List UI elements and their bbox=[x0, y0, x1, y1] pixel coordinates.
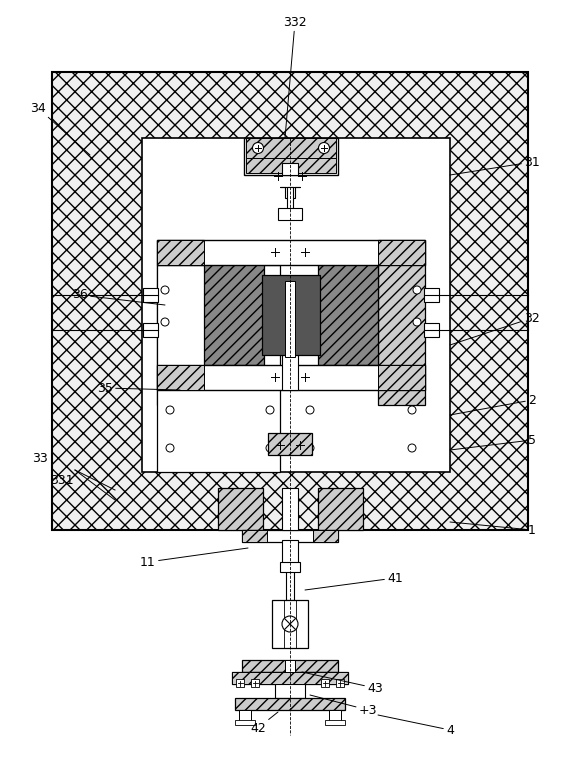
Bar bbox=[157, 265, 280, 472]
Bar bbox=[157, 240, 204, 265]
Text: 43: 43 bbox=[302, 672, 383, 695]
Bar bbox=[268, 433, 312, 455]
Bar bbox=[157, 365, 204, 390]
Bar bbox=[275, 684, 305, 698]
Text: 34: 34 bbox=[30, 102, 90, 155]
Bar bbox=[242, 530, 338, 542]
Bar bbox=[246, 155, 336, 173]
Circle shape bbox=[306, 444, 314, 452]
Bar bbox=[235, 720, 255, 725]
Circle shape bbox=[166, 444, 174, 452]
Text: 331: 331 bbox=[50, 473, 74, 486]
Bar bbox=[282, 540, 298, 570]
Text: 42: 42 bbox=[250, 712, 278, 734]
Circle shape bbox=[161, 254, 169, 262]
Text: 33: 33 bbox=[32, 451, 48, 465]
Bar bbox=[157, 240, 204, 405]
Bar bbox=[286, 570, 294, 600]
Circle shape bbox=[318, 142, 329, 154]
Bar bbox=[246, 138, 336, 158]
Text: 5: 5 bbox=[450, 434, 536, 450]
Text: 332: 332 bbox=[283, 16, 307, 138]
Polygon shape bbox=[280, 187, 300, 198]
Circle shape bbox=[166, 406, 174, 414]
Bar bbox=[142, 138, 450, 472]
Text: +3: +3 bbox=[310, 695, 377, 716]
Text: 31: 31 bbox=[450, 155, 540, 175]
Text: 4: 4 bbox=[378, 715, 454, 737]
Text: 41: 41 bbox=[305, 572, 403, 590]
Circle shape bbox=[253, 142, 264, 154]
Text: 32: 32 bbox=[450, 312, 540, 345]
Bar bbox=[232, 672, 348, 684]
Circle shape bbox=[266, 406, 274, 414]
Bar bbox=[244, 138, 338, 175]
Circle shape bbox=[306, 406, 314, 414]
Bar bbox=[278, 208, 302, 220]
Bar bbox=[157, 240, 425, 265]
Circle shape bbox=[408, 444, 416, 452]
Bar bbox=[378, 240, 425, 405]
Bar bbox=[232, 672, 348, 684]
Bar bbox=[282, 488, 298, 530]
Text: 2: 2 bbox=[450, 393, 536, 415]
Bar bbox=[280, 562, 300, 572]
Bar bbox=[143, 288, 158, 302]
Bar bbox=[239, 710, 251, 722]
Bar bbox=[242, 530, 267, 542]
Bar bbox=[52, 72, 528, 530]
Text: 11: 11 bbox=[140, 548, 248, 569]
Circle shape bbox=[413, 254, 421, 262]
Bar bbox=[235, 698, 345, 710]
Bar bbox=[329, 710, 341, 722]
Circle shape bbox=[266, 444, 274, 452]
Text: 1: 1 bbox=[450, 522, 536, 536]
Bar bbox=[424, 288, 439, 302]
Circle shape bbox=[282, 616, 298, 632]
Circle shape bbox=[408, 406, 416, 414]
Circle shape bbox=[161, 286, 169, 294]
Text: 36: 36 bbox=[72, 288, 165, 305]
Bar bbox=[272, 600, 308, 648]
Bar bbox=[204, 263, 264, 365]
Bar bbox=[236, 679, 244, 687]
Bar bbox=[285, 660, 295, 672]
Bar bbox=[287, 187, 293, 215]
Bar bbox=[378, 365, 425, 390]
Bar bbox=[143, 323, 158, 337]
Bar bbox=[251, 679, 259, 687]
Bar bbox=[285, 281, 295, 357]
Bar bbox=[157, 365, 425, 390]
Circle shape bbox=[161, 318, 169, 326]
Bar bbox=[424, 323, 439, 337]
Bar bbox=[282, 163, 298, 175]
Bar bbox=[318, 263, 378, 365]
Bar bbox=[262, 275, 320, 355]
Bar bbox=[313, 530, 338, 542]
Bar bbox=[336, 679, 344, 687]
Bar bbox=[321, 679, 329, 687]
Bar bbox=[378, 240, 425, 265]
Circle shape bbox=[413, 318, 421, 326]
Bar bbox=[282, 310, 298, 390]
Bar bbox=[325, 720, 345, 725]
Text: 35: 35 bbox=[97, 382, 180, 395]
Circle shape bbox=[413, 286, 421, 294]
Bar bbox=[318, 488, 363, 530]
Bar bbox=[242, 660, 338, 672]
Bar bbox=[218, 488, 263, 530]
